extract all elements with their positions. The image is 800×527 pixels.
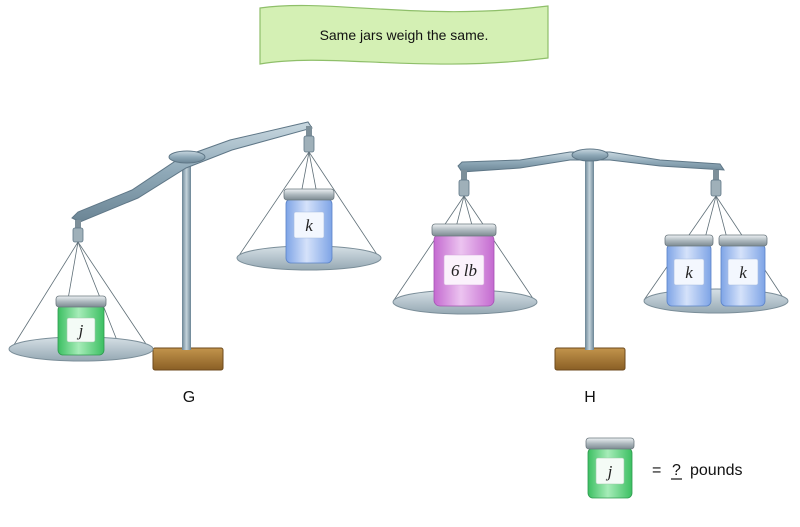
scale-g-pivot — [168, 150, 206, 164]
jar-k-label: k — [305, 216, 313, 235]
answer-jar-j: j — [585, 437, 635, 499]
scale-h-right-hook — [710, 170, 722, 197]
equals-sign: = — [652, 462, 661, 479]
scale-g-beam — [71, 121, 313, 223]
scale-g-base — [152, 347, 224, 371]
jar-j-label: j — [77, 321, 84, 340]
jar-k-first-label: k — [685, 263, 693, 282]
scale-h-pole — [585, 156, 594, 350]
jar-k-first: k — [664, 234, 714, 307]
scale-h-beam — [457, 151, 725, 173]
jar-k-second-label: k — [739, 263, 747, 282]
jar-6lb: 6 lb — [431, 223, 497, 307]
scale-h-left-hook — [458, 170, 470, 197]
jar-k-second: k — [718, 234, 768, 307]
scale-h-base — [554, 347, 626, 371]
answer-prompt: j = ? pounds — [585, 437, 743, 499]
jar-k: k — [283, 188, 335, 264]
instruction-banner: Same jars weigh the same. — [259, 4, 549, 65]
scale-h-label: H — [584, 389, 596, 406]
scale-g: j k G — [8, 121, 382, 406]
scale-h-right-pan — [643, 288, 789, 314]
jar-6lb-label: 6 lb — [451, 261, 477, 280]
jar-j: j — [55, 295, 107, 356]
answer-jar-label: j — [606, 462, 613, 481]
unknown-value: ? — [672, 462, 681, 479]
unit-label: pounds — [690, 462, 743, 479]
scale-g-label: G — [183, 389, 195, 406]
scale-g-pole — [182, 158, 191, 350]
scale-g-left-hook — [72, 220, 84, 243]
scale-h: 6 lb k k H — [392, 148, 789, 406]
scale-h-pivot — [571, 148, 609, 162]
scale-g-left-strings — [11, 241, 151, 351]
banner-text: Same jars weigh the same. — [320, 27, 489, 43]
